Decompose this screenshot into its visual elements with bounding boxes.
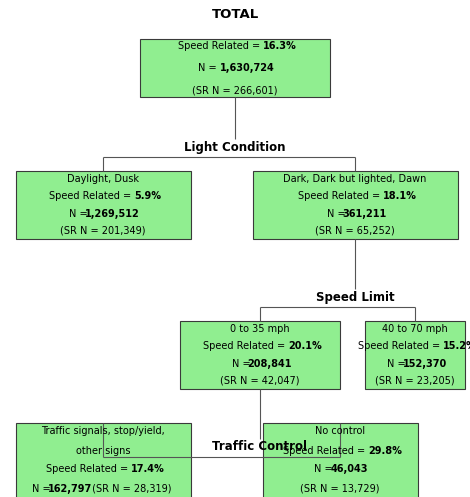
Text: (SR N = 23,205): (SR N = 23,205) xyxy=(375,376,455,386)
Text: other signs: other signs xyxy=(76,445,130,455)
Text: 46,043: 46,043 xyxy=(330,465,368,475)
Text: Speed Related =: Speed Related = xyxy=(358,341,443,351)
Text: Speed Related =: Speed Related = xyxy=(178,41,263,51)
Text: 18.1%: 18.1% xyxy=(383,191,417,201)
Text: TOTAL: TOTAL xyxy=(212,7,258,20)
Text: 20.1%: 20.1% xyxy=(288,341,322,351)
Text: Daylight, Dusk: Daylight, Dusk xyxy=(67,174,139,184)
Text: Speed Related =: Speed Related = xyxy=(298,191,383,201)
Text: 40 to 70 mph: 40 to 70 mph xyxy=(382,324,448,334)
FancyBboxPatch shape xyxy=(140,39,330,97)
Text: (SR N = 266,601): (SR N = 266,601) xyxy=(192,85,278,95)
Text: Dark, Dark but lighted, Dawn: Dark, Dark but lighted, Dawn xyxy=(283,174,427,184)
Text: (SR N = 65,252): (SR N = 65,252) xyxy=(315,226,395,236)
Text: Traffic Control: Traffic Control xyxy=(212,440,307,453)
Text: 361,211: 361,211 xyxy=(343,209,387,219)
Text: Light Condition: Light Condition xyxy=(184,141,286,154)
Text: 17.4%: 17.4% xyxy=(131,465,165,475)
Text: 152,370: 152,370 xyxy=(403,359,447,369)
Text: Speed Limit: Speed Limit xyxy=(316,291,394,304)
Text: N =: N = xyxy=(69,209,87,219)
Text: (SR N = 42,047): (SR N = 42,047) xyxy=(220,376,300,386)
Text: N =: N = xyxy=(198,63,220,73)
Text: No control: No control xyxy=(315,426,365,436)
Text: 1,269,512: 1,269,512 xyxy=(85,209,140,219)
Text: Speed Related =: Speed Related = xyxy=(48,191,134,201)
FancyBboxPatch shape xyxy=(16,171,190,239)
Text: N =: N = xyxy=(314,465,333,475)
Text: 162,797: 162,797 xyxy=(48,484,92,494)
Text: 0 to 35 mph: 0 to 35 mph xyxy=(230,324,290,334)
Text: 15.2%: 15.2% xyxy=(443,341,470,351)
Text: (SR N = 28,319): (SR N = 28,319) xyxy=(89,484,171,494)
Text: N =: N = xyxy=(386,359,405,369)
Text: 208,841: 208,841 xyxy=(248,359,292,369)
Text: (SR N = 13,729): (SR N = 13,729) xyxy=(300,484,380,494)
Text: 29.8%: 29.8% xyxy=(368,445,402,455)
Text: N =: N = xyxy=(32,484,50,494)
FancyBboxPatch shape xyxy=(365,321,465,389)
Text: Speed Related =: Speed Related = xyxy=(203,341,288,351)
FancyBboxPatch shape xyxy=(263,422,417,497)
Text: Speed Related =: Speed Related = xyxy=(282,445,368,455)
Text: 5.9%: 5.9% xyxy=(134,191,161,201)
Text: N =: N = xyxy=(232,359,250,369)
Text: N =: N = xyxy=(327,209,345,219)
Text: Traffic signals, stop/yield,: Traffic signals, stop/yield, xyxy=(41,426,165,436)
FancyBboxPatch shape xyxy=(252,171,457,239)
FancyBboxPatch shape xyxy=(16,422,190,497)
Text: (SR N = 201,349): (SR N = 201,349) xyxy=(60,226,146,236)
Text: 1,630,724: 1,630,724 xyxy=(219,63,274,73)
Text: 16.3%: 16.3% xyxy=(263,41,297,51)
FancyBboxPatch shape xyxy=(180,321,340,389)
Text: Speed Related =: Speed Related = xyxy=(46,465,131,475)
